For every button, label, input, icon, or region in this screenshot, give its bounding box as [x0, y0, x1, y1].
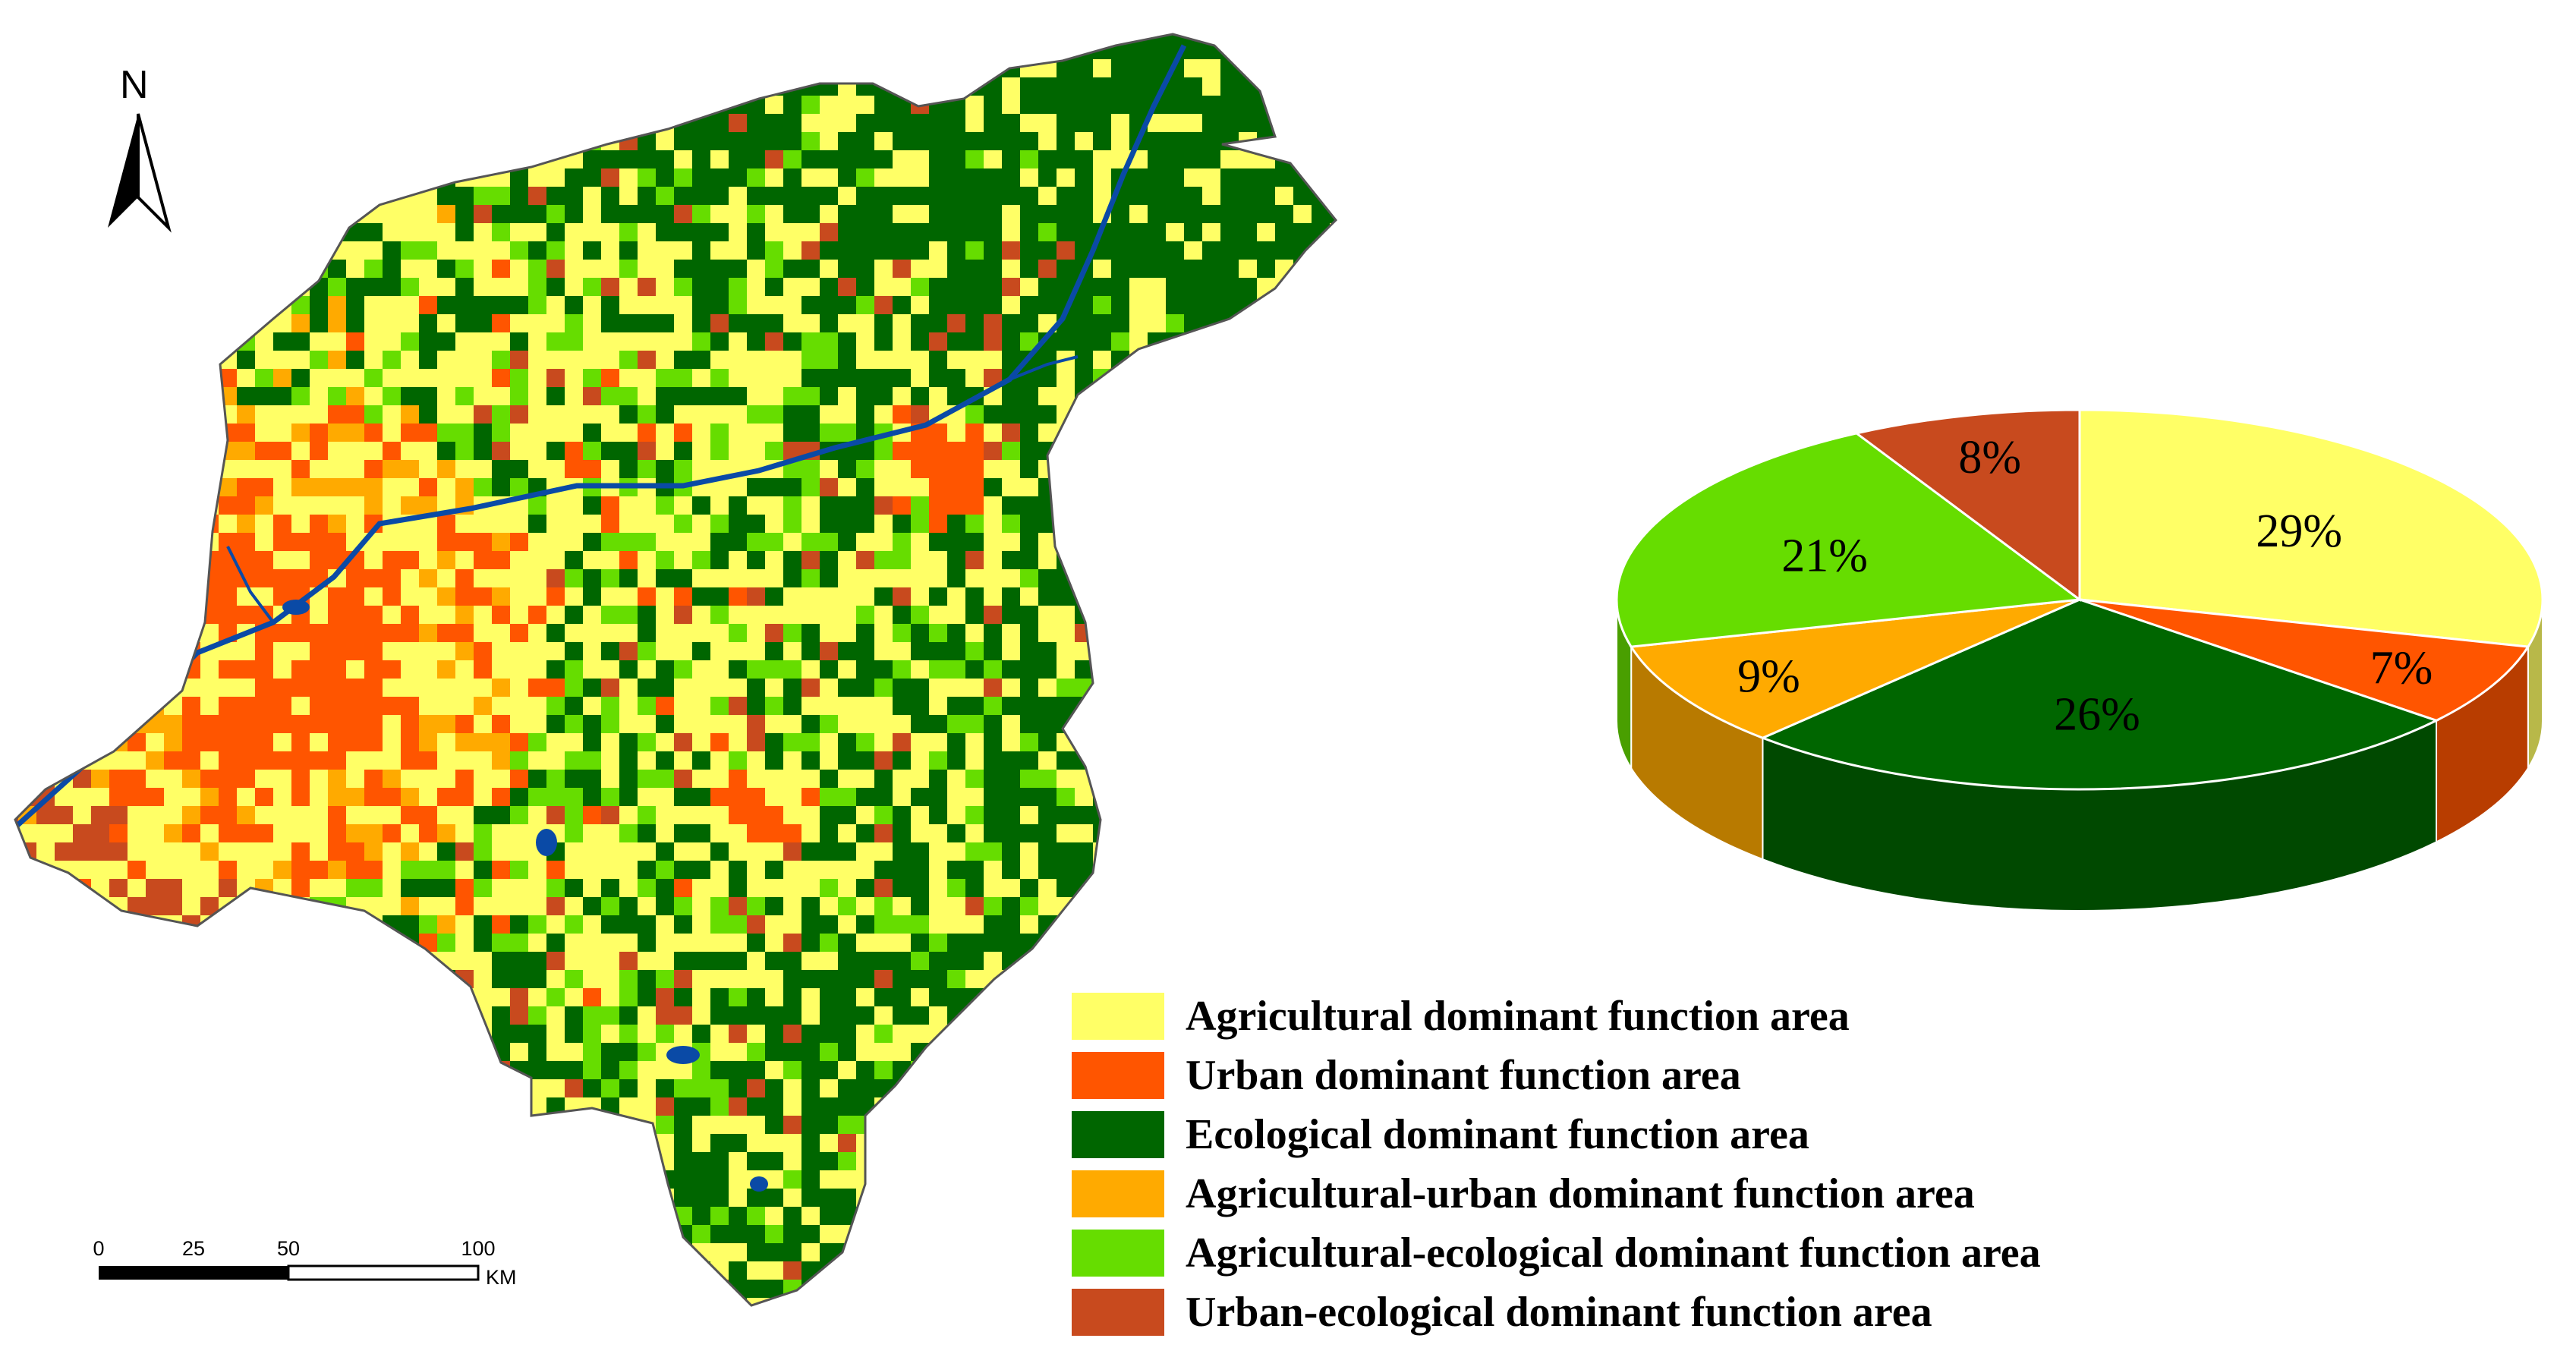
legend-swatch-urban [1072, 1052, 1164, 1099]
lake [536, 829, 557, 856]
pie-slice [1629, 598, 2080, 739]
legend-item-agricultural: Agricultural dominant function area [1072, 987, 2286, 1046]
river [1009, 355, 1079, 381]
legend-item-ecological: Ecological dominant function area [1072, 1105, 2286, 1164]
north-label: N [120, 63, 149, 107]
scale-tick-0: 0 [93, 1237, 105, 1260]
legend-swatch-agri-eco [1072, 1230, 1164, 1277]
pie-data-label: 8% [1958, 432, 2021, 483]
river [226, 546, 275, 624]
scale-tick-100: 100 [461, 1237, 496, 1260]
legend-label-ecological: Ecological dominant function area [1186, 1111, 1809, 1158]
north-arrow-icon [108, 113, 172, 233]
scale-unit: KM [486, 1266, 517, 1289]
pie-data-label: 21% [1781, 530, 1868, 581]
pie-data-label: 7% [2370, 643, 2433, 694]
legend-label-agri-urban: Agricultural-urban dominant function are… [1186, 1170, 1975, 1217]
pie-slice [1853, 408, 2081, 602]
lake [750, 1176, 768, 1192]
legend-swatch-ecological [1072, 1111, 1164, 1158]
river-network [15, 44, 1187, 1192]
legend-item-agri-eco: Agricultural-ecological dominant functio… [1072, 1223, 2286, 1283]
legend-item-urban: Urban dominant function area [1072, 1046, 2286, 1105]
pie-chart: 29% 7% 26% 9% 21% 8% [1615, 408, 2544, 912]
legend-label-agri-eco: Agricultural-ecological dominant functio… [1186, 1230, 2041, 1277]
legend-label-urban: Urban dominant function area [1186, 1052, 1741, 1099]
lake [666, 1046, 700, 1064]
scale-bar-graphic [99, 1264, 480, 1281]
legend-label-urban-eco: Urban-ecological dominant function area [1186, 1289, 1932, 1336]
scale-tick-25: 25 [181, 1237, 206, 1260]
pie-slice [1615, 432, 2083, 648]
pie-slice [2078, 408, 2544, 648]
pie-data-label: 26% [2054, 689, 2140, 741]
pie-data-label: 9% [1737, 650, 1800, 702]
legend-item-urban-eco: Urban-ecological dominant function area [1072, 1283, 2286, 1342]
scale-tick-50: 50 [276, 1237, 301, 1260]
scale-bar: 0 25 50 100 KM [83, 1237, 577, 1298]
lake [282, 600, 310, 615]
pie-slice [1759, 598, 2439, 791]
function-zone-map: N 0 25 50 100 KM [14, 33, 1337, 1307]
map-canvas [14, 33, 1337, 1307]
legend: Agricultural dominant function area Urba… [1072, 987, 2286, 1342]
river [15, 44, 1187, 830]
legend-swatch-agri-urban [1072, 1170, 1164, 1217]
legend-label-agricultural: Agricultural dominant function area [1186, 993, 1850, 1040]
legend-swatch-urban-eco [1072, 1289, 1164, 1336]
pie-data-label: 29% [2256, 505, 2342, 557]
legend-item-agri-urban: Agricultural-urban dominant function are… [1072, 1164, 2286, 1223]
pie-slice [2079, 598, 2530, 722]
legend-swatch-agricultural [1072, 993, 1164, 1040]
